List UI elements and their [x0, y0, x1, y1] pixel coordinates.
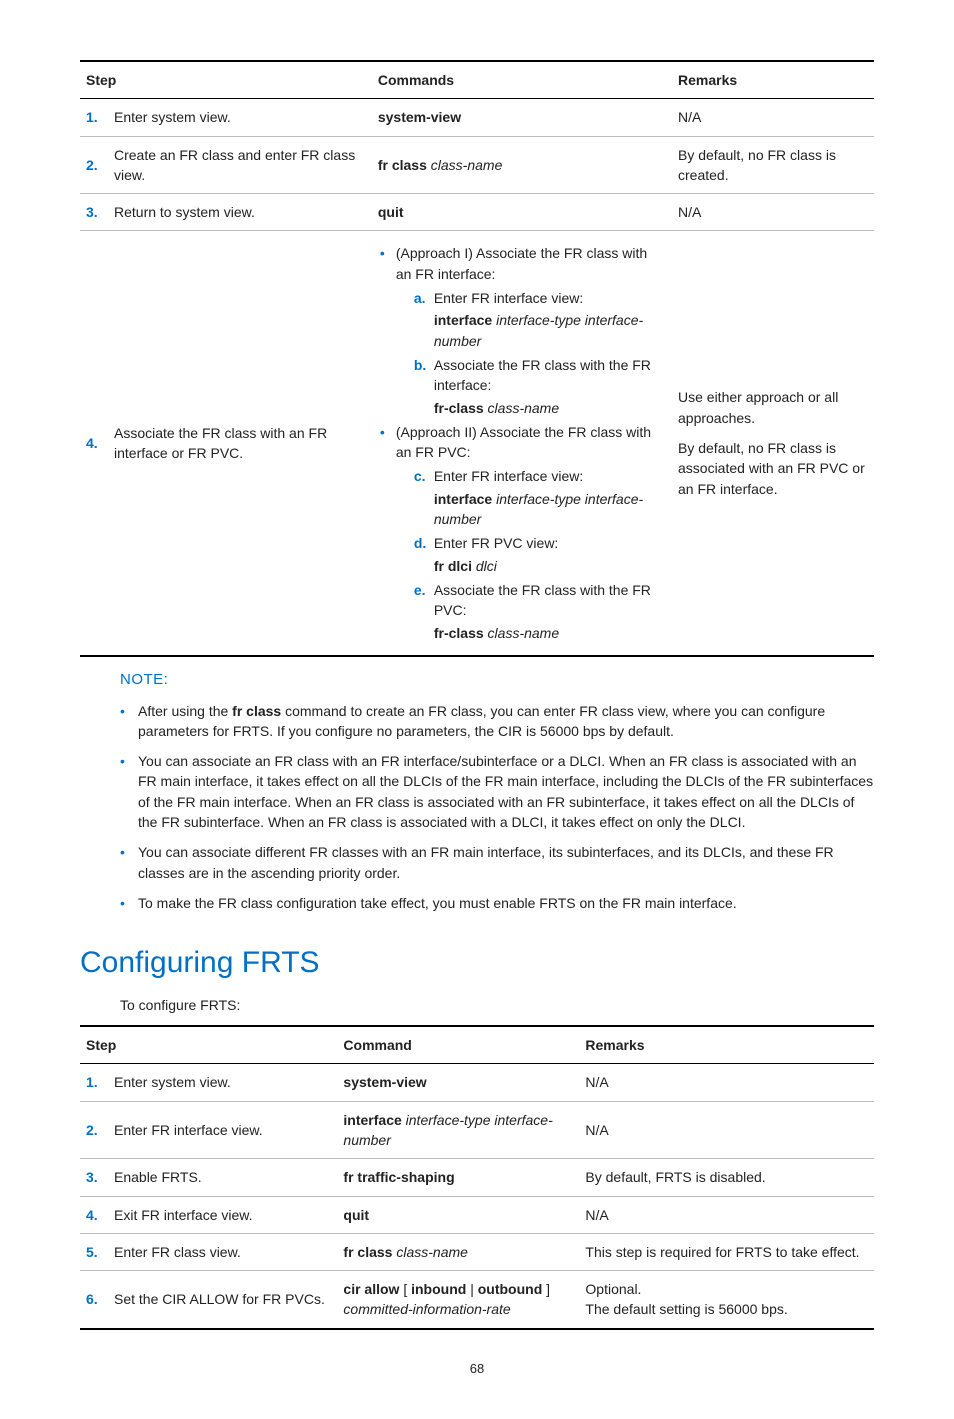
step-command: (Approach I) Associate the FR class with…	[372, 231, 672, 656]
substep-list: a. Enter FR interface view: interface in…	[414, 288, 666, 418]
step-desc: Set the CIR ALLOW for FR PVCs.	[108, 1271, 337, 1329]
step-desc: Enter FR interface view.	[108, 1101, 337, 1159]
step-command: system-view	[337, 1064, 579, 1101]
step-number: 3.	[80, 1159, 108, 1196]
step-desc: Enter system view.	[108, 1064, 337, 1101]
step-desc: Exit FR interface view.	[108, 1196, 337, 1233]
step-desc: Associate the FR class with an FR interf…	[108, 231, 372, 656]
step-remarks: Optional. The default setting is 56000 b…	[579, 1271, 874, 1329]
step-command: fr class class-name	[372, 136, 672, 194]
note-item: After using the fr class command to crea…	[120, 701, 874, 742]
step-command: interface interface-type interface-numbe…	[337, 1101, 579, 1159]
substep-b: b. Associate the FR class with the FR in…	[414, 355, 666, 418]
step-remarks: N/A	[672, 194, 874, 231]
table-row: 1. Enter system view. system-view N/A	[80, 99, 874, 136]
col-remarks: Remarks	[672, 61, 874, 99]
step-number: 6.	[80, 1271, 108, 1329]
step-number: 5.	[80, 1233, 108, 1270]
table-row: 5. Enter FR class view. fr class class-n…	[80, 1233, 874, 1270]
table-row: 3. Return to system view. quit N/A	[80, 194, 874, 231]
table-header-row: Step Command Remarks	[80, 1026, 874, 1064]
step-remarks: Use either approach or all approaches. B…	[672, 231, 874, 656]
table-row: 4. Exit FR interface view. quit N/A	[80, 1196, 874, 1233]
procedure-table-frts: Step Command Remarks 1. Enter system vie…	[80, 1025, 874, 1330]
table-row: 2. Enter FR interface view. interface in…	[80, 1101, 874, 1159]
procedure-table-fr-class: Step Commands Remarks 1. Enter system vi…	[80, 60, 874, 657]
substep-d: d. Enter FR PVC view: fr dlci dlci	[414, 533, 666, 576]
table-row: 2. Create an FR class and enter FR class…	[80, 136, 874, 194]
substep-list: c. Enter FR interface view: interface in…	[414, 466, 666, 642]
step-command: cir allow [ inbound | outbound ] committ…	[337, 1271, 579, 1329]
note-item: You can associate an FR class with an FR…	[120, 751, 874, 832]
step-remarks: By default, FRTS is disabled.	[579, 1159, 874, 1196]
step-number: 4.	[80, 231, 108, 656]
section-heading: Configuring FRTS	[80, 941, 874, 985]
table-header-row: Step Commands Remarks	[80, 61, 874, 99]
page-number: 68	[80, 1360, 874, 1379]
step-command: fr class class-name	[337, 1233, 579, 1270]
step-number: 2.	[80, 136, 108, 194]
table-row: 3. Enable FRTS. fr traffic-shaping By de…	[80, 1159, 874, 1196]
substep-c: c. Enter FR interface view: interface in…	[414, 466, 666, 529]
step-desc: Enter FR class view.	[108, 1233, 337, 1270]
substep-e: e. Associate the FR class with the FR PV…	[414, 580, 666, 643]
step-desc: Create an FR class and enter FR class vi…	[108, 136, 372, 194]
step-command: quit	[337, 1196, 579, 1233]
step-remarks: N/A	[579, 1101, 874, 1159]
step-remarks: N/A	[579, 1196, 874, 1233]
step-desc: Enable FRTS.	[108, 1159, 337, 1196]
table-row: 6. Set the CIR ALLOW for FR PVCs. cir al…	[80, 1271, 874, 1329]
note-item: To make the FR class configuration take …	[120, 893, 874, 913]
step-number: 2.	[80, 1101, 108, 1159]
col-commands: Commands	[372, 61, 672, 99]
step-command: fr traffic-shaping	[337, 1159, 579, 1196]
step-remarks: This step is required for FRTS to take e…	[579, 1233, 874, 1270]
step-number: 4.	[80, 1196, 108, 1233]
step-desc: Return to system view.	[108, 194, 372, 231]
substep-a: a. Enter FR interface view: interface in…	[414, 288, 666, 351]
approach-1: (Approach I) Associate the FR class with…	[378, 243, 666, 417]
approach-2: (Approach II) Associate the FR class wit…	[378, 422, 666, 643]
step-number: 1.	[80, 99, 108, 136]
step-remarks: N/A	[672, 99, 874, 136]
col-step: Step	[80, 61, 372, 99]
step-command: quit	[372, 194, 672, 231]
note-list: After using the fr class command to crea…	[120, 701, 874, 914]
step-number: 1.	[80, 1064, 108, 1101]
table-row: 1. Enter system view. system-view N/A	[80, 1064, 874, 1101]
step-command: system-view	[372, 99, 672, 136]
step-number: 3.	[80, 194, 108, 231]
step-desc: Enter system view.	[108, 99, 372, 136]
col-remarks: Remarks	[579, 1026, 874, 1064]
note-item: You can associate different FR classes w…	[120, 842, 874, 883]
step-remarks: N/A	[579, 1064, 874, 1101]
col-step: Step	[80, 1026, 337, 1064]
section-intro: To configure FRTS:	[120, 995, 874, 1015]
col-command: Command	[337, 1026, 579, 1064]
approach-list: (Approach I) Associate the FR class with…	[378, 243, 666, 642]
note-label: NOTE:	[120, 669, 874, 691]
step-remarks: By default, no FR class is created.	[672, 136, 874, 194]
table-row: 4. Associate the FR class with an FR int…	[80, 231, 874, 656]
